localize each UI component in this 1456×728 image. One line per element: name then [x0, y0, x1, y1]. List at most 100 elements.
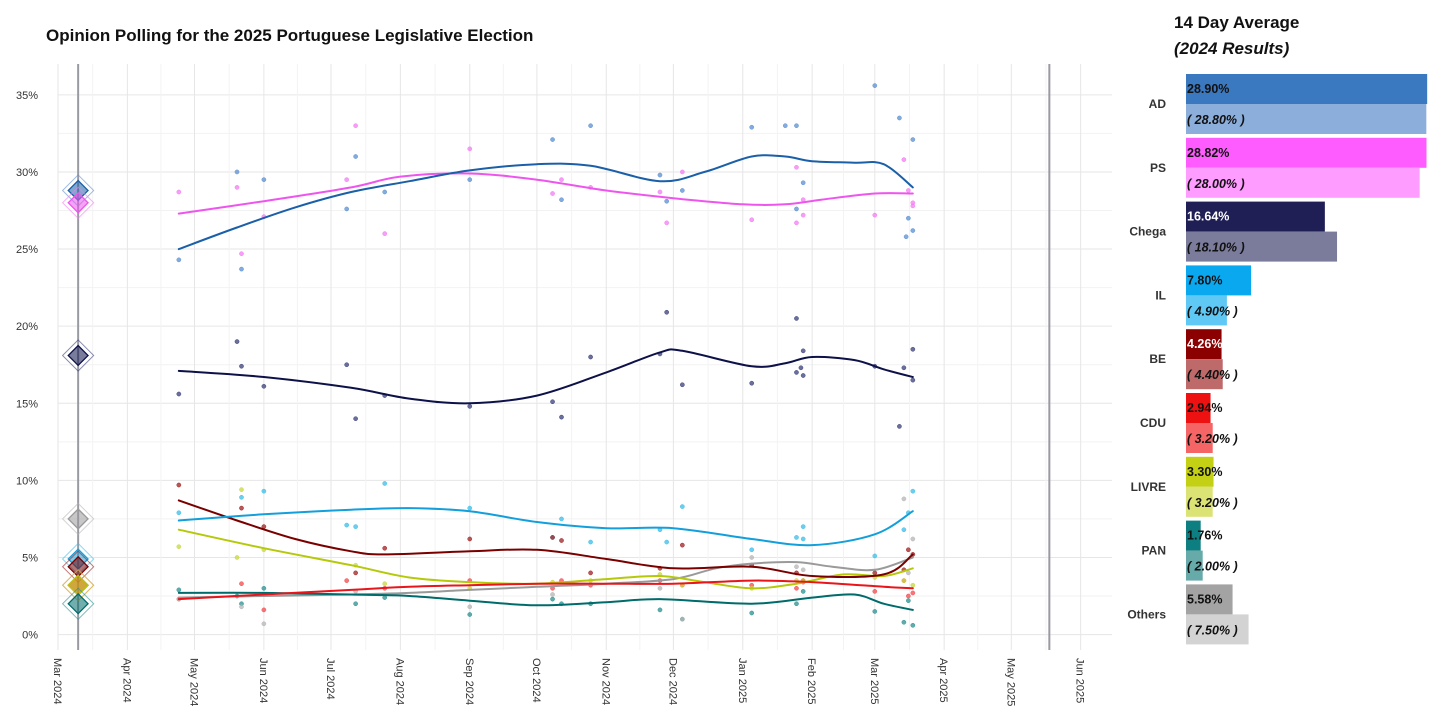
- poll-point-ps: [800, 212, 806, 218]
- party-label-be: BE: [1149, 352, 1166, 366]
- poll-point-others: [901, 496, 907, 502]
- result-diamond-outline-ad: [61, 174, 95, 207]
- result-diamond-livre: [67, 574, 89, 597]
- result-2024-bar-be: [1186, 359, 1223, 390]
- poll-point-cdu: [261, 607, 267, 613]
- x-axis-ticks: Mar 2024 Apr 2024 May 2024 Jun 2024 Jul 2024…: [51, 658, 1086, 706]
- poll-point-ad: [910, 137, 916, 142]
- x-tick-label: Aug 2024: [393, 658, 405, 705]
- average-value-label: 1.76%: [1187, 529, 1222, 543]
- poll-point-be: [906, 547, 911, 553]
- average-bar-chart: AD 28.90% ( 28.80% ) PS 28.82% ( 28.00% ) Cheg…: [1127, 74, 1428, 645]
- result-2024-value-label: ( 3.20% ): [1187, 432, 1238, 446]
- poll-point-chega: [234, 339, 240, 344]
- party-label-others: Others: [1127, 607, 1166, 621]
- poll-point-ps: [910, 203, 916, 209]
- poll-point-ps: [906, 188, 911, 193]
- poll-point-il: [176, 510, 182, 516]
- result-diamond-ad: [67, 179, 89, 202]
- party-label-ad: AD: [1149, 97, 1167, 111]
- poll-point-ps: [353, 123, 358, 129]
- average-value-label: 28.90%: [1187, 82, 1229, 96]
- poll-point-others: [467, 604, 473, 610]
- trend-line-ps: [177, 172, 914, 215]
- poll-point-ad: [906, 215, 911, 221]
- poll-point-ps: [344, 177, 350, 183]
- plot-gridlines: [57, 64, 1112, 650]
- poll-point-pan: [550, 596, 555, 602]
- poll-point-chega: [261, 383, 267, 389]
- poll-point-chega: [239, 363, 244, 369]
- poll-point-be: [588, 570, 593, 576]
- poll-point-chega: [901, 365, 907, 371]
- poll-point-pan: [261, 585, 267, 591]
- result-2024-bar-cdu: [1186, 423, 1213, 453]
- average-bar-ad: [1186, 74, 1428, 104]
- poll-point-il: [664, 539, 670, 545]
- x-tick-label: Mar 2025: [868, 658, 880, 704]
- result-2024-value-label: ( 18.10% ): [1187, 241, 1245, 255]
- poll-point-il: [679, 504, 685, 509]
- poll-point-ad: [261, 177, 267, 183]
- poll-point-livre: [910, 582, 916, 588]
- poll-point-chega: [800, 373, 806, 378]
- x-tick-label: Oct 2024: [530, 658, 542, 703]
- average-value-label: 5.58%: [1187, 592, 1222, 606]
- poll-point-il: [749, 547, 755, 553]
- poll-point-ps: [794, 164, 799, 170]
- result-diamond-be: [67, 555, 89, 578]
- poll-point-ps: [234, 185, 240, 190]
- poll-point-be: [382, 545, 388, 551]
- y-tick-label: 10%: [16, 475, 38, 487]
- poll-point-ad: [782, 123, 788, 129]
- y-tick-label: 15%: [16, 398, 38, 410]
- poll-point-be: [239, 505, 244, 511]
- poll-point-ps: [794, 220, 799, 226]
- average-bar-be: [1186, 329, 1222, 360]
- poll-point-ad: [353, 154, 358, 159]
- result-2024-bar-others: [1186, 614, 1249, 645]
- poll-point-be: [176, 482, 182, 488]
- x-tick-label: May 2025: [1004, 658, 1016, 706]
- poll-point-cdu: [239, 581, 244, 587]
- average-value-label: 4.26%: [1187, 337, 1222, 351]
- poll-point-others: [679, 616, 685, 622]
- y-tick-label: 25%: [16, 244, 38, 256]
- result-2024-bar-chega: [1186, 231, 1338, 262]
- poll-point-il: [261, 488, 267, 494]
- poll-point-ps: [901, 157, 907, 162]
- poll-point-livre: [176, 544, 182, 550]
- poll-point-il: [800, 524, 806, 529]
- average-bar-cdu: [1186, 393, 1211, 423]
- poll-point-ad: [657, 172, 663, 178]
- party-label-livre: LIVRE: [1131, 480, 1166, 494]
- poll-point-il: [910, 488, 916, 494]
- poll-point-chega: [467, 403, 473, 409]
- poll-point-others: [800, 567, 806, 573]
- poll-point-il: [382, 481, 388, 486]
- party-label-chega: Chega: [1129, 225, 1166, 239]
- result-2024-bar-pan: [1186, 550, 1203, 581]
- poll-point-chega: [664, 309, 670, 315]
- poll-point-ps: [749, 217, 755, 223]
- party-label-il: IL: [1155, 288, 1166, 302]
- poll-point-chega: [800, 348, 806, 354]
- poll-point-cdu: [910, 590, 916, 596]
- poll-point-ad: [800, 180, 806, 186]
- poll-point-ad: [794, 123, 799, 129]
- result-diamond-outline-others: [61, 502, 95, 536]
- poll-point-ad: [903, 234, 909, 240]
- poll-point-ad: [749, 124, 755, 130]
- x-tick-label: Mar 2024: [51, 658, 63, 704]
- poll-point-others: [749, 555, 755, 560]
- result-2024-value-label: ( 2.00% ): [1187, 560, 1238, 574]
- trend-line-be: [177, 499, 914, 579]
- poll-point-be: [467, 536, 473, 542]
- poll-point-ad: [344, 206, 350, 212]
- result-2024-bar-ad: [1186, 104, 1427, 134]
- result-2024-value-label: ( 4.40% ): [1187, 368, 1238, 382]
- result-2024-bar-livre: [1186, 486, 1213, 517]
- result-diamond-outline-chega: [61, 339, 95, 372]
- poll-point-pan: [906, 598, 911, 604]
- poll-point-chega: [344, 362, 350, 368]
